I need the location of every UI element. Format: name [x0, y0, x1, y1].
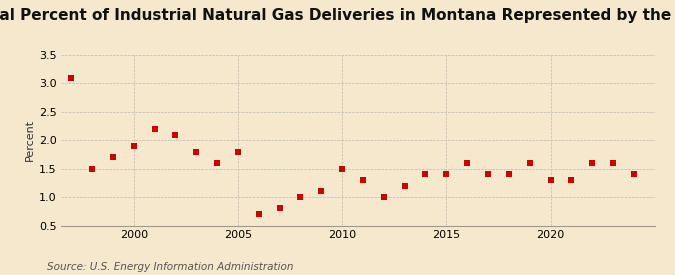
- Point: [86, 166, 97, 171]
- Point: [128, 144, 139, 148]
- Point: [358, 178, 369, 182]
- Point: [65, 76, 76, 80]
- Point: [441, 172, 452, 177]
- Point: [170, 132, 181, 137]
- Point: [107, 155, 118, 160]
- Point: [149, 127, 160, 131]
- Y-axis label: Percent: Percent: [25, 119, 34, 161]
- Point: [191, 149, 202, 154]
- Point: [379, 195, 389, 199]
- Point: [420, 172, 431, 177]
- Point: [399, 183, 410, 188]
- Point: [566, 178, 576, 182]
- Point: [608, 161, 618, 165]
- Point: [337, 166, 348, 171]
- Point: [462, 161, 472, 165]
- Point: [524, 161, 535, 165]
- Point: [628, 172, 639, 177]
- Point: [253, 212, 264, 216]
- Point: [587, 161, 597, 165]
- Text: Annual Percent of Industrial Natural Gas Deliveries in Montana Represented by th: Annual Percent of Industrial Natural Gas…: [0, 8, 675, 23]
- Point: [504, 172, 514, 177]
- Point: [274, 206, 285, 211]
- Point: [232, 149, 243, 154]
- Text: Source: U.S. Energy Information Administration: Source: U.S. Energy Information Administ…: [47, 262, 294, 272]
- Point: [483, 172, 493, 177]
- Point: [295, 195, 306, 199]
- Point: [212, 161, 223, 165]
- Point: [545, 178, 556, 182]
- Point: [316, 189, 327, 194]
